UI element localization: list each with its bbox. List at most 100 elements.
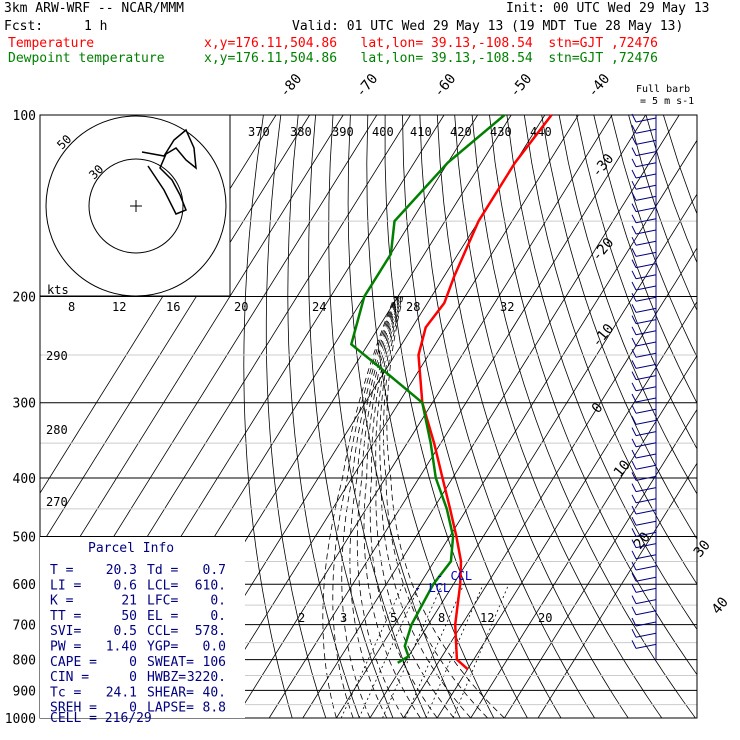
isotherm-line <box>268 115 646 718</box>
parcel-row-label: PW = <box>50 640 81 655</box>
parcel-row-label: SHEAR= <box>147 685 194 700</box>
parcel-row-label: LCL= <box>147 578 178 593</box>
temperature-tick-label: 10 <box>611 457 634 480</box>
wind-barb-flag <box>631 505 637 515</box>
wind-barb <box>635 184 657 190</box>
wind-barb <box>635 117 657 123</box>
temperature-profile <box>417 114 553 671</box>
pressure-label: 700 <box>13 619 36 634</box>
wind-barb <box>635 173 657 179</box>
wind-barb-flag <box>631 528 637 537</box>
parcel-row-value: 0.6 <box>114 578 137 593</box>
parcel-info-bg <box>40 537 245 718</box>
wind-barb-flag <box>631 259 637 268</box>
theta-e-label: 410 <box>410 125 432 139</box>
parcel-row-value: 0. <box>210 594 226 609</box>
dry-adiabat <box>541 115 697 540</box>
wind-barb <box>635 487 657 493</box>
parcel-row-value: 1.40 <box>106 640 137 655</box>
parcel-cell: CELL = 216/29 <box>50 711 152 726</box>
wind-barb-flag <box>631 192 637 201</box>
parcel-row-value: 578. <box>195 624 226 639</box>
pressure-label: 400 <box>13 472 36 487</box>
wind-barb <box>635 363 657 369</box>
moist-adiabat <box>369 296 438 718</box>
parcel-row-value: 3220. <box>187 670 226 685</box>
wind-barb-flag <box>631 404 637 414</box>
dry-adiabat-label: 270 <box>46 495 68 509</box>
isotherm-line <box>436 301 697 718</box>
dry-adiabat-label: 290 <box>46 349 68 363</box>
parcel-row-label: EL = <box>147 609 178 624</box>
wind-barb-flag <box>631 304 637 313</box>
mixing-ratio-label: 12 <box>480 611 494 625</box>
pressure-label: 900 <box>13 684 36 699</box>
barb-legend: = 5 m s-1 <box>640 96 694 107</box>
wind-barb-flag <box>631 628 637 638</box>
wind-barb <box>635 162 657 168</box>
pressure-label: 300 <box>13 397 36 412</box>
theta-e-label: 430 <box>490 125 512 139</box>
wind-barb-flag <box>631 438 637 448</box>
wind-barb-flag <box>631 136 637 145</box>
parcel-row-value: 24.1 <box>106 685 137 700</box>
temperature-tick-label: -30 <box>589 151 618 181</box>
wind-barb <box>635 509 657 515</box>
parcel-row-label: LAPSE= <box>147 701 194 716</box>
parcel-row-label: LI = <box>50 578 81 593</box>
wind-barb-flag <box>631 180 637 190</box>
mixing-ratio-line <box>404 584 465 718</box>
parcel-row-value: 0 <box>129 655 137 670</box>
wind-barb-flag <box>631 203 637 212</box>
temperature-tick-label: -40 <box>585 71 614 101</box>
dry-adiabat <box>471 115 696 718</box>
wind-barb-flag <box>631 640 637 649</box>
pressure-label: 1000 <box>5 712 36 727</box>
dry-adiabat <box>419 115 595 718</box>
parcel-row-label: SVI= <box>50 624 81 639</box>
dry-adiabat <box>558 115 697 495</box>
temperature-tick-label: -10 <box>589 321 618 351</box>
barb-legend: Full barb <box>636 84 690 95</box>
wind-barb-flag <box>631 539 637 548</box>
wind-barb <box>635 128 657 134</box>
temperature-tick-label: 30 <box>691 537 714 560</box>
wind-barb-flag <box>631 348 637 358</box>
wind-barb-flag <box>631 472 637 481</box>
wind-barb <box>635 531 657 537</box>
isotherm-line <box>40 115 310 548</box>
parcel-info: Parcel Info T = 20.3 Td = 0.7 LI = 0.6 LCL= 610.… <box>40 537 245 726</box>
wind-barb-flag <box>631 169 637 179</box>
dry-adiabat <box>610 115 697 358</box>
moist-adiabat <box>382 296 488 718</box>
wind-barb <box>635 263 657 269</box>
wind-barb-flag <box>631 326 637 336</box>
wind-barb-flag <box>631 270 637 280</box>
dewpoint-legend-name: Dewpoint temperature <box>8 51 165 66</box>
wind-barb <box>635 240 657 246</box>
wind-barb <box>635 330 657 336</box>
wind-barb-flag <box>631 236 637 246</box>
wind-barb <box>635 296 657 302</box>
model-title: 3km ARW-WRF -- NCAR/MMM <box>4 1 185 16</box>
valid-time: Valid: 01 UTC Wed 29 May 13 (19 MDT Tue … <box>292 19 684 34</box>
pressure-label: 800 <box>13 654 36 669</box>
parcel-row-label: CCL= <box>147 624 178 639</box>
wind-barb-flag <box>631 337 637 347</box>
wind-barb-flag <box>631 550 637 560</box>
forecast-label: Fcst: <box>4 19 44 34</box>
dry-adiabat <box>243 115 293 718</box>
temperature-tick-label: -50 <box>507 71 536 101</box>
temperature-tick-label: 40 <box>709 594 732 617</box>
hodograph-ring-outer <box>45 115 227 297</box>
wind-barb-flag <box>631 449 637 459</box>
wind-barb <box>635 498 657 504</box>
parcel-info-title: Parcel Info <box>88 541 174 556</box>
parcel-row-value: 0.7 <box>203 563 226 578</box>
dewpoint-legend-info: x,y=176.11,504.86 lat,lon= 39.13,-108.54… <box>204 51 658 66</box>
parcel-row-label: Tc = <box>50 685 81 700</box>
wind-barb <box>635 375 657 381</box>
moist-adiabat <box>332 296 396 718</box>
wind-barb-flag <box>631 248 637 257</box>
wind-barb-flag <box>631 292 637 302</box>
